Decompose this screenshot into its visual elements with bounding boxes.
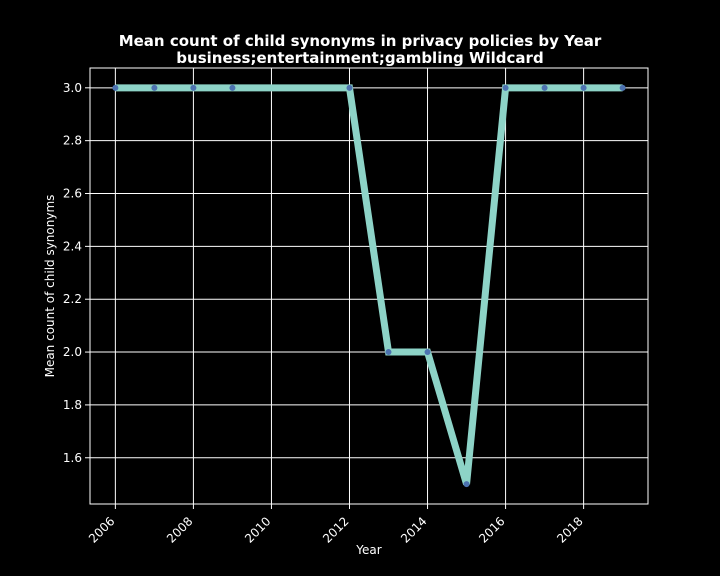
y-axis-label: Mean count of child synonyms bbox=[43, 194, 57, 378]
chart-subtitle: business;entertainment;gambling Wildcard bbox=[176, 49, 544, 67]
y-tick-label: 2.6 bbox=[63, 187, 82, 201]
data-point bbox=[463, 481, 470, 488]
x-tick-label: 2010 bbox=[242, 514, 273, 545]
x-tick-label: 2016 bbox=[476, 514, 507, 545]
x-tick-label: 2012 bbox=[320, 514, 351, 545]
data-point bbox=[346, 84, 353, 91]
y-tick-label: 1.8 bbox=[63, 398, 82, 412]
y-tick-label: 2.2 bbox=[63, 292, 82, 306]
y-tick-label: 2.4 bbox=[63, 239, 82, 253]
data-point bbox=[580, 84, 587, 91]
data-point bbox=[424, 349, 431, 356]
chart-title: Mean count of child synonyms in privacy … bbox=[118, 32, 602, 50]
data-point bbox=[151, 84, 158, 91]
y-tick-label: 3.0 bbox=[63, 81, 82, 95]
data-point bbox=[385, 349, 392, 356]
x-tick-label: 2018 bbox=[554, 514, 585, 545]
y-tick-label: 1.6 bbox=[63, 451, 82, 465]
y-tick-label: 2.0 bbox=[63, 345, 82, 359]
data-point bbox=[229, 84, 236, 91]
data-point bbox=[619, 84, 626, 91]
data-point bbox=[112, 84, 119, 91]
x-axis-label: Year bbox=[356, 543, 382, 557]
series-line bbox=[115, 84, 623, 486]
x-tick-label: 2006 bbox=[86, 514, 117, 545]
data-point bbox=[190, 84, 197, 91]
data-point bbox=[502, 84, 509, 91]
x-tick-label: 2008 bbox=[164, 514, 195, 545]
data-point bbox=[541, 84, 548, 91]
y-tick-label: 2.8 bbox=[63, 134, 82, 148]
x-tick-label: 2014 bbox=[398, 514, 429, 545]
plot-frame bbox=[89, 67, 649, 505]
